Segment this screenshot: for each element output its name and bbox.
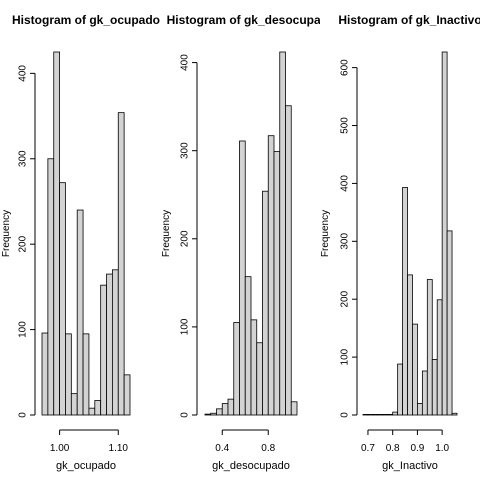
panel: Histogram of gk_ocupado gk_ocupado Frequen…	[1, 13, 160, 472]
bar	[47, 158, 55, 416]
bar	[41, 332, 49, 416]
bar	[421, 370, 428, 416]
bar	[285, 105, 292, 416]
bar	[273, 151, 281, 416]
y-tick-label: 400	[180, 54, 191, 71]
bar	[112, 269, 119, 416]
bar	[227, 398, 235, 416]
bar	[70, 393, 78, 416]
bar	[250, 319, 258, 416]
bar	[441, 51, 448, 416]
bar	[387, 414, 394, 416]
y-tick-label: 0	[340, 412, 351, 418]
bar	[392, 411, 399, 416]
bar	[76, 209, 84, 416]
bar	[279, 51, 286, 416]
chart-title: Histogram of gk_Inactivo	[338, 13, 480, 27]
bar	[100, 284, 107, 416]
y-tick-label: 200	[18, 235, 29, 252]
x-axis-label: gk_ocupado	[56, 460, 116, 472]
bar	[436, 299, 443, 416]
bar	[382, 414, 389, 416]
bar	[372, 414, 379, 416]
y-tick-label: 400	[18, 65, 29, 82]
bar	[407, 274, 413, 416]
bar	[367, 414, 374, 416]
bar	[431, 359, 438, 416]
y-axis-label: Frequency	[1, 210, 12, 257]
x-tick-label: 0.7	[361, 443, 375, 454]
x-tick-label: 1.10	[109, 443, 129, 454]
bar	[117, 112, 125, 416]
bar	[267, 135, 275, 416]
y-tick-label: 300	[180, 142, 191, 159]
x-tick-label: 0.8	[261, 443, 275, 454]
bar	[262, 190, 269, 416]
x-axis-label: gk_Inactivo	[382, 460, 438, 472]
y-tick-label: 200	[340, 290, 351, 307]
bar	[244, 276, 252, 416]
bar	[123, 374, 131, 416]
y-axis-label: Frequency	[320, 210, 331, 257]
panel: Histogram of gk_desocupado gk_desocupado F…	[161, 13, 336, 472]
y-tick-label: 500	[340, 117, 351, 134]
bar	[402, 187, 408, 416]
y-tick-label: 600	[340, 59, 351, 76]
panel: Histogram of gk_Inactivo gk_Inactivo Frequ…	[320, 13, 480, 472]
x-tick-label: 0.9	[410, 443, 424, 454]
bar	[412, 323, 418, 416]
bar	[362, 414, 369, 416]
bar	[53, 51, 61, 416]
y-tick-label: 300	[340, 233, 351, 250]
x-axis-label: gk_desocupado	[212, 460, 290, 472]
y-tick-label: 0	[18, 412, 29, 418]
bar	[88, 407, 96, 416]
bar	[106, 273, 113, 416]
x-tick-label: 0.4	[215, 443, 229, 454]
bar	[290, 401, 298, 416]
y-tick-label: 100	[18, 321, 29, 338]
y-tick-label: 300	[18, 150, 29, 167]
bar	[239, 140, 246, 416]
bar	[417, 403, 423, 416]
bar	[397, 363, 403, 416]
bar	[377, 414, 384, 416]
bar	[426, 279, 433, 416]
y-tick-label: 200	[180, 230, 191, 247]
x-tick-label: 0.8	[386, 443, 400, 454]
bar	[446, 230, 453, 416]
bar	[94, 400, 102, 416]
bar	[204, 413, 212, 416]
bar	[82, 333, 90, 416]
chart-title: Histogram of gk_ocupado	[12, 13, 160, 27]
bar	[59, 182, 66, 416]
bar	[216, 408, 223, 416]
y-tick-label: 0	[180, 412, 191, 418]
bar	[256, 342, 263, 416]
y-tick-label: 100	[340, 348, 351, 365]
x-tick-label: 1.0	[435, 443, 449, 454]
x-tick-label: 1.00	[50, 443, 70, 454]
y-axis-label: Frequency	[161, 210, 172, 257]
bar	[233, 322, 240, 416]
bar	[221, 403, 229, 416]
y-tick-label: 100	[180, 318, 191, 335]
bar	[451, 412, 458, 416]
y-tick-label: 400	[340, 175, 351, 192]
bar	[210, 412, 217, 416]
chart-title: Histogram of gk_desocupado	[167, 13, 336, 27]
bar	[65, 333, 72, 416]
